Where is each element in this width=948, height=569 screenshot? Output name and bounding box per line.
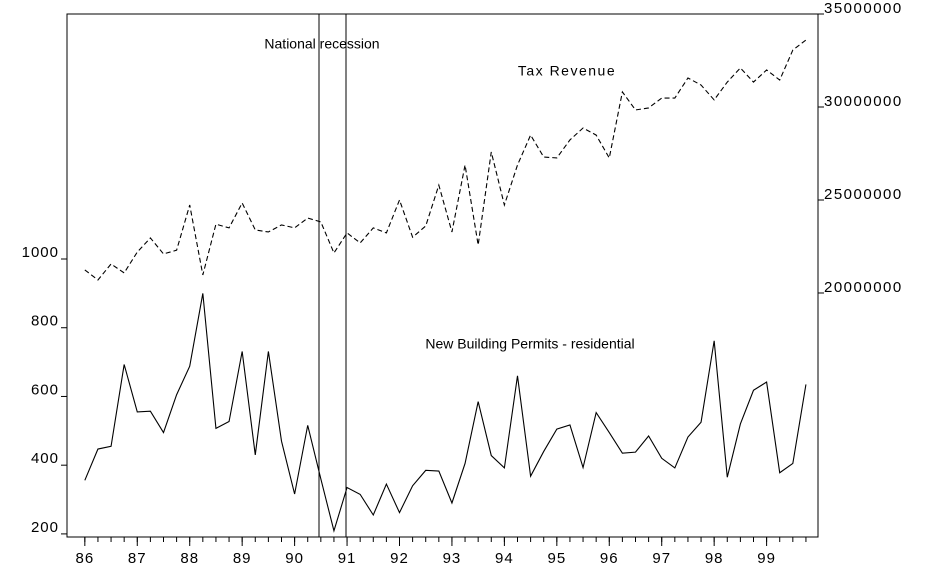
x-tick-label: 97	[652, 550, 671, 567]
x-tick-label: 87	[128, 550, 147, 567]
y2-tick-label: 35000000	[824, 0, 903, 17]
x-tick-label: 89	[233, 550, 252, 567]
x-tick-label: 93	[443, 550, 462, 567]
x-tick-label: 91	[338, 550, 357, 567]
x-tick-label: 92	[390, 550, 409, 567]
permits-label: New Building Permits - residential	[425, 336, 634, 352]
y-tick-label: 800	[31, 313, 59, 330]
x-tick-label: 95	[547, 550, 566, 567]
y2-tick-label: 25000000	[824, 186, 903, 203]
recession-label: National recession	[264, 36, 379, 52]
x-tick-label: 86	[75, 550, 94, 567]
x-tick-label: 99	[757, 550, 776, 567]
series-line	[84, 293, 807, 533]
y-tick-label: 600	[31, 381, 59, 398]
x-tick-label: 96	[600, 550, 619, 567]
tax-revenue-label: Tax Revenue	[518, 63, 616, 79]
y2-tick-label: 20000000	[824, 279, 903, 296]
x-tick-label: 98	[705, 550, 724, 567]
x-tick-label: 88	[180, 550, 199, 567]
x-tick-label: 94	[495, 550, 514, 567]
y-tick-label: 400	[31, 450, 59, 467]
y-tick-label: 1000	[22, 244, 59, 261]
x-tick-label: 90	[285, 550, 304, 567]
y-tick-label: 200	[31, 519, 59, 536]
plot-frame	[66, 13, 819, 538]
series-line	[84, 39, 807, 281]
y2-tick-label: 30000000	[824, 93, 903, 110]
